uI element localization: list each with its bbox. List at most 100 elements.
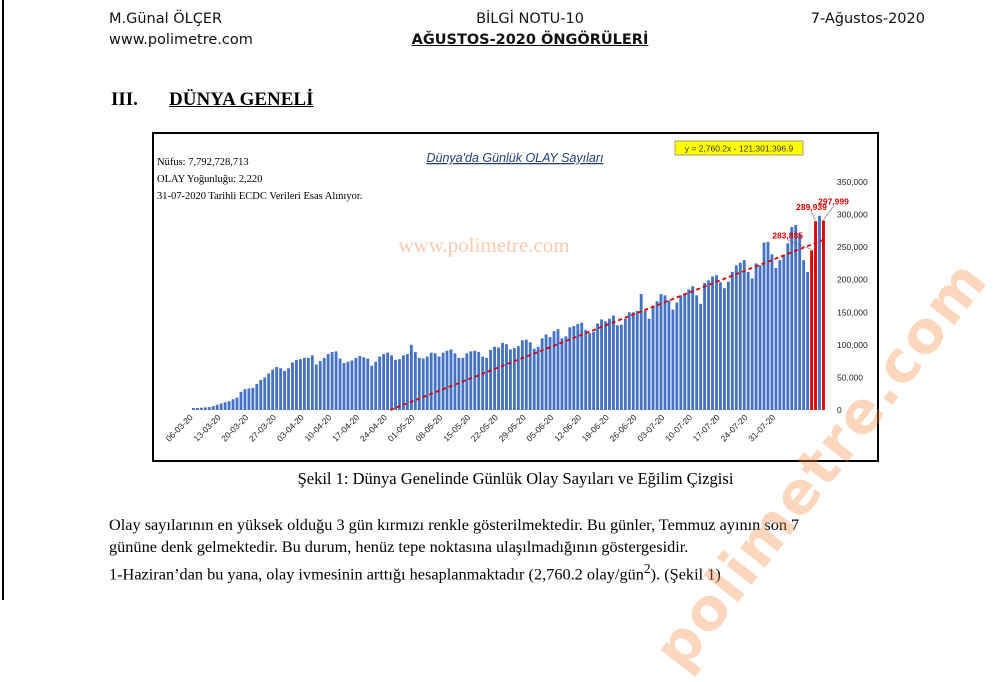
bar (623, 318, 627, 410)
note-title: BİLGİ NOTU-10 (476, 11, 584, 27)
bar (560, 338, 564, 410)
bar (703, 282, 707, 410)
bar (334, 351, 338, 410)
bar (715, 275, 718, 410)
bar (524, 339, 528, 410)
author-name: M.Günal ÖLÇER (109, 11, 223, 27)
bar (726, 281, 730, 410)
bar (564, 336, 568, 410)
x-tick-label: 10-07-20 (663, 412, 694, 443)
bar (469, 351, 473, 410)
bar (449, 349, 453, 410)
x-tick-label: 05-06-20 (524, 412, 555, 443)
x-tick-label: 27-03-20 (247, 412, 278, 443)
bar (675, 302, 679, 410)
bar (659, 294, 663, 410)
trend-line (389, 238, 826, 411)
bar (195, 407, 199, 410)
x-tick-label: 17-07-20 (691, 412, 722, 443)
highlight-leader-line (823, 206, 834, 220)
y-tick-label: 200,000 (837, 275, 868, 285)
bar (306, 357, 310, 410)
bar (742, 260, 746, 410)
bar (279, 368, 283, 410)
bar (750, 278, 754, 410)
bar (556, 329, 560, 410)
bar (259, 380, 263, 410)
bar (818, 215, 821, 410)
bar (481, 356, 485, 410)
date-text: 7-Ağustos-2020 (810, 11, 925, 27)
bar (647, 318, 651, 410)
x-tick-label: 03-04-20 (275, 412, 306, 443)
bar (298, 359, 302, 410)
x-tick-label: 22-05-20 (469, 412, 500, 443)
figure-caption: Şekil 1: Dünya Genelinde Günlük Olay Say… (297, 469, 734, 488)
daily-events-chart: www.polimetre.com 0 50,000 100,000 150,000 2… (157, 140, 868, 443)
bar (734, 265, 738, 410)
bar (588, 333, 592, 410)
bar (651, 305, 655, 410)
bar (346, 361, 350, 410)
bar (382, 353, 386, 410)
bar (386, 352, 390, 410)
chart-frame: www.polimetre.com 0 50,000 100,000 150,000 2… (152, 132, 879, 462)
x-tick-label: 31-07-20 (746, 412, 777, 443)
bar (615, 325, 619, 410)
bar (639, 294, 643, 410)
bar (687, 289, 691, 410)
paragraph-line-3-end: ). (Şekil 1) (650, 564, 721, 584)
bar (291, 362, 294, 410)
y-tick-label: 300,000 (837, 210, 868, 220)
bar (390, 355, 393, 410)
info-source: 31-07-2020 Tarihli ECDC Verileri Esas Al… (157, 191, 362, 202)
chart-title: Dünya'da Günlük OLAY Sayıları (426, 151, 603, 165)
bar (263, 377, 267, 410)
bar (489, 350, 493, 410)
paragraph-line-1: Olay sayılarının en yüksek olduğu 3 gün … (109, 515, 800, 534)
bar (782, 255, 786, 410)
bar (358, 355, 362, 410)
y-tick-label: 0 (837, 405, 842, 415)
trend-equation-box (674, 140, 804, 156)
bar (711, 276, 714, 410)
bar (505, 344, 508, 410)
bar (461, 357, 465, 410)
bar (402, 355, 405, 410)
bar (667, 300, 671, 410)
y-tick-label: 350,000 (837, 177, 868, 187)
y-tick-label: 250,000 (837, 242, 868, 252)
page-left-border (2, 0, 4, 600)
bar (596, 323, 600, 410)
bar (722, 288, 726, 410)
bar (655, 301, 659, 410)
bar (310, 355, 314, 410)
bar (223, 402, 227, 410)
bar (255, 383, 259, 410)
bar (627, 312, 631, 410)
trend-equation: y = 2,760.2x - 121,301,396.9 (685, 144, 794, 154)
bar (719, 282, 722, 410)
x-tick-label: 29-05-20 (497, 412, 528, 443)
bar (631, 312, 635, 410)
bar (635, 310, 639, 410)
bar (683, 293, 687, 410)
bar (239, 391, 243, 410)
y-tick-label: 100,000 (837, 340, 868, 350)
bar (730, 271, 734, 410)
info-population: Nüfus: 7,792,728,713 (157, 157, 249, 168)
bar (203, 407, 207, 410)
body-paragraph: Olay sayılarının en yüksek olduğu 3 gün … (109, 514, 899, 585)
bar (536, 346, 540, 410)
paragraph-superscript: 2 (643, 561, 651, 576)
bar (192, 408, 195, 410)
bar (608, 318, 611, 410)
bar (663, 295, 667, 410)
bar (691, 286, 695, 410)
bar-highlight (810, 250, 813, 410)
bar (231, 399, 235, 410)
bar (362, 357, 366, 410)
bar (528, 342, 532, 410)
bar (413, 352, 417, 410)
x-tick-label: 03-07-20 (635, 412, 666, 443)
